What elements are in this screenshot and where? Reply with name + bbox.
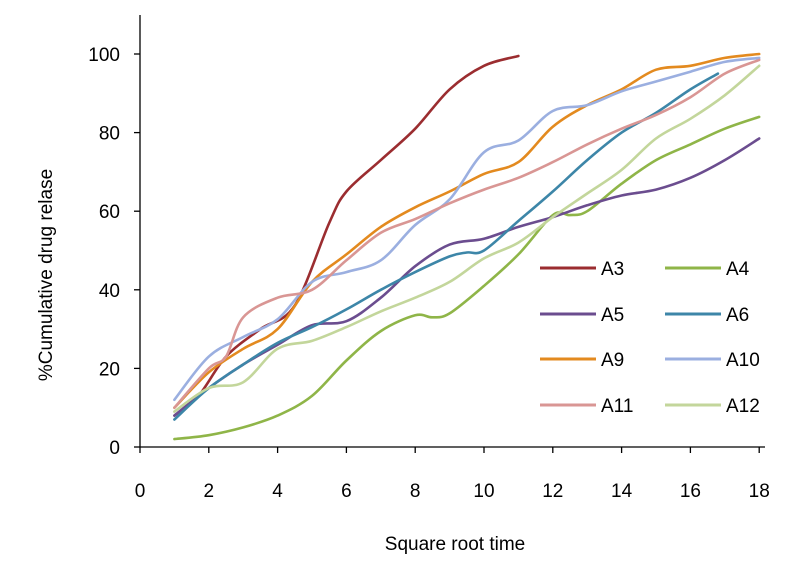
legend: A3 A4 A5 A6 A9 A10 A11 A12 [540, 259, 760, 417]
x-tick-label: 8 [410, 481, 421, 502]
x-tick-label: 14 [611, 481, 633, 502]
x-tick-label: 6 [341, 481, 352, 502]
series-line-a12 [173, 64, 761, 413]
legend-item-a5: A5 [540, 305, 624, 326]
x-tick-label: 4 [272, 481, 283, 502]
x-axis-title: Square root time [385, 534, 525, 555]
legend-item-a9: A9 [540, 350, 624, 371]
series-line-a11 [173, 58, 761, 409]
legend-label: A4 [726, 259, 750, 280]
x-tick-label: 0 [135, 481, 146, 502]
y-tick-label: 60 [99, 202, 120, 223]
legend-label: A5 [601, 305, 624, 326]
y-tick-label: 20 [99, 359, 120, 380]
series-line-a10 [173, 56, 761, 402]
x-tick-label: 16 [680, 481, 701, 502]
y-axis-title: %Cumulative drug relase [36, 169, 57, 381]
series-line-a6 [173, 72, 720, 421]
legend-item-a11: A11 [540, 396, 633, 417]
x-tick-label: 12 [542, 481, 563, 502]
x-tick-label: 18 [749, 481, 770, 502]
legend-label: A6 [726, 305, 749, 326]
series-line-a4 [173, 115, 761, 441]
ticks: 0 20 40 60 80 100 0 2 4 6 8 10 12 14 16 18 [88, 45, 769, 502]
legend-item-a4: A4 [665, 259, 750, 280]
legend-label: A10 [726, 350, 760, 371]
legend-item-a3: A3 [540, 259, 624, 280]
legend-label: A11 [601, 396, 633, 417]
legend-label: A12 [726, 396, 760, 417]
plot-lines [173, 52, 761, 441]
y-tick-label: 0 [109, 438, 120, 459]
y-tick-label: 80 [99, 124, 120, 145]
x-tick-label: 2 [204, 481, 215, 502]
legend-label: A9 [601, 350, 624, 371]
axes [139, 15, 765, 448]
legend-item-a6: A6 [665, 305, 749, 326]
x-tick-label: 10 [473, 481, 494, 502]
legend-item-a12: A12 [665, 396, 760, 417]
series-line-a5 [173, 137, 761, 417]
y-tick-label: 40 [99, 281, 120, 302]
legend-item-a10: A10 [665, 350, 760, 371]
legend-label: A3 [601, 259, 624, 280]
y-tick-label: 100 [88, 45, 120, 66]
series-line-a9 [173, 52, 761, 409]
